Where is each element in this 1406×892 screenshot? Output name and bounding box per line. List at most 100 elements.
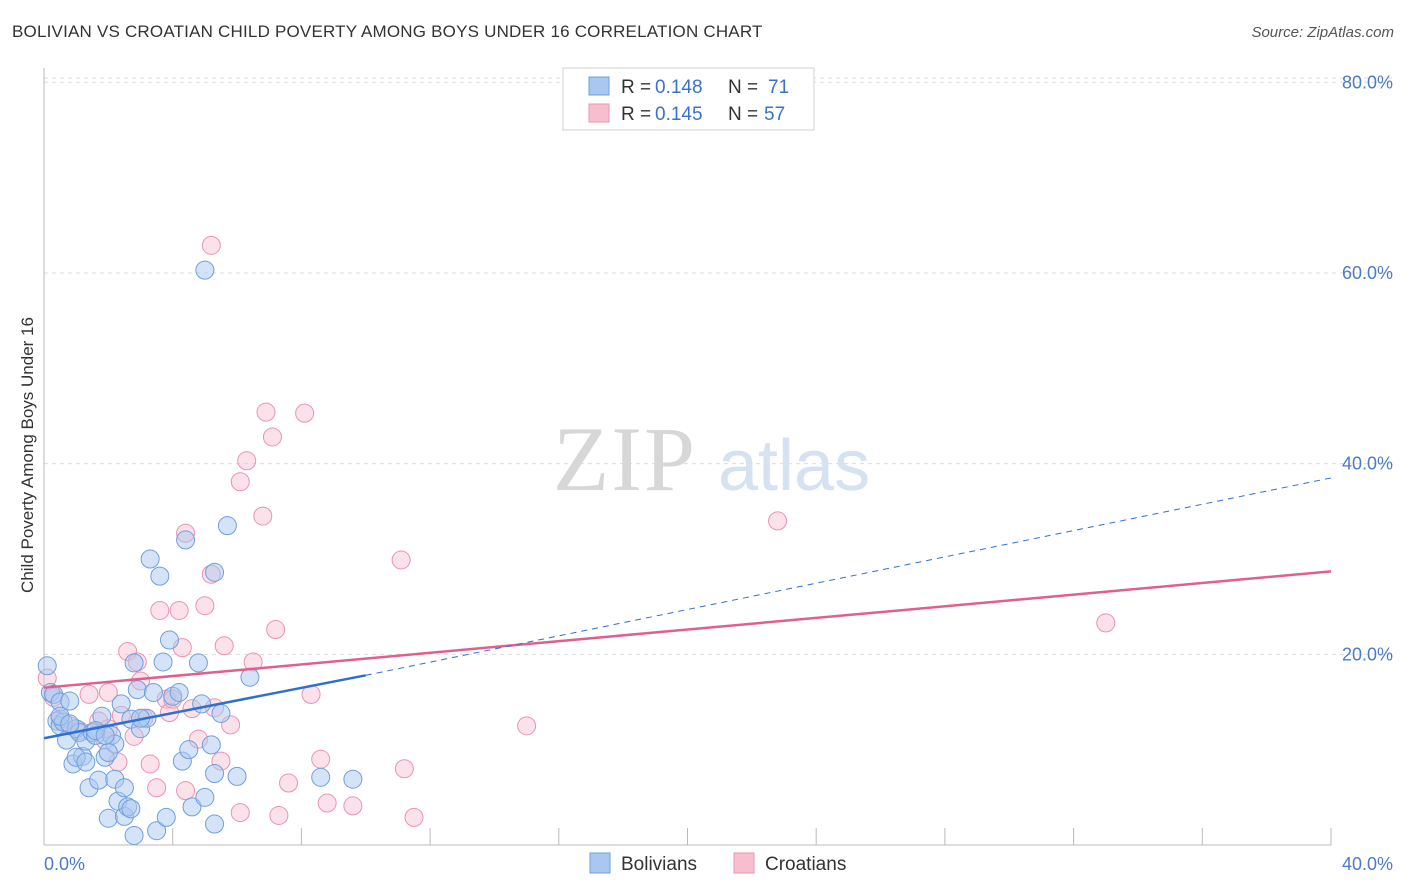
croatians-point-51 [404, 807, 424, 827]
bolivians-point-69 [169, 682, 189, 702]
bolivians-trend-line [43, 674, 366, 740]
croatians-point-43 [279, 773, 299, 793]
legend-n-value-1: 71 [768, 77, 789, 98]
croatians-point-46 [311, 749, 331, 769]
bolivians-point-26 [114, 778, 134, 798]
croatians-point-55 [230, 472, 250, 492]
croatians-point-30 [201, 235, 221, 255]
bolivians-point-54 [205, 814, 225, 834]
bolivians-point-52 [195, 260, 215, 280]
legend: R = 0.148 N = 71 R = 0.145 N = 57 [562, 67, 815, 131]
bottom-legend-bolivians: Bolivians [621, 854, 697, 875]
bolivians-point-57 [227, 766, 247, 786]
croatians-point-17 [147, 778, 167, 798]
croatians-point-56 [98, 682, 118, 702]
bolivians-point-32 [127, 680, 147, 700]
bolivians-point-20 [98, 808, 118, 828]
croatians-point-36 [237, 451, 257, 471]
bolivians-point-60 [343, 769, 363, 789]
bolivians-point-25 [111, 694, 131, 714]
croatians-point-28 [195, 596, 215, 616]
source-label: Source: ZipAtlas.com [1251, 24, 1394, 41]
grid-lines [44, 77, 1393, 655]
croatians-point-22 [169, 600, 189, 620]
bolivians-point-0 [37, 656, 57, 676]
bolivians-point-37 [147, 821, 167, 841]
croatians-point-44 [295, 403, 315, 423]
y-tick-label-1: 40.0% [1342, 454, 1393, 474]
croatians-point-49 [391, 550, 411, 570]
bolivians-trend-extension [365, 477, 1332, 676]
bolivians-point-39 [153, 652, 173, 672]
bolivians-point-36 [143, 682, 163, 702]
croatians-point-38 [256, 402, 276, 422]
croatians-point-41 [266, 620, 286, 640]
croatians-point-24 [176, 781, 196, 801]
croatians-point-53 [768, 511, 788, 531]
x-tick-label-max: 40.0% [1342, 854, 1393, 874]
croatians-point-5 [79, 684, 99, 704]
bolivians-point-41 [159, 630, 179, 650]
croatians-point-35 [230, 803, 250, 823]
x-tick-labels: 0.0% 40.0% [44, 854, 1393, 874]
bolivians-point-68 [95, 725, 115, 745]
bolivians-point-59 [311, 767, 331, 787]
croatians-point-42 [269, 805, 289, 825]
legend-r-label-1: R = [621, 77, 651, 98]
bolivians-point-46 [182, 797, 202, 817]
bolivians-point-49 [195, 787, 215, 807]
croatians-point-48 [343, 796, 363, 816]
y-tick-label-2: 60.0% [1342, 263, 1393, 283]
bolivians-point-40 [156, 807, 176, 827]
y-tick-labels: 20.0% 40.0% 60.0% 80.0% [1342, 72, 1393, 664]
y-tick-label-3: 80.0% [1342, 72, 1393, 92]
legend-n-label-1: N = [728, 77, 758, 98]
croatians-points [37, 235, 1116, 827]
bolivians-point-35 [140, 549, 160, 569]
bolivians-point-17 [89, 770, 109, 790]
croatians-point-33 [214, 636, 234, 656]
watermark: ZIP atlas [553, 408, 870, 510]
croatians-point-40 [262, 427, 282, 447]
croatians-point-18 [150, 600, 170, 620]
bolivians-point-56 [217, 516, 237, 536]
legend-swatch-croatians [588, 103, 610, 123]
croatians-point-47 [317, 793, 337, 813]
bolivians-point-31 [124, 653, 144, 673]
bolivians-point-64 [98, 743, 118, 763]
legend-swatch-bolivians [588, 76, 610, 96]
bottom-legend-croatians: Croatians [765, 854, 846, 875]
legend-n-value-2: 57 [764, 104, 785, 125]
bolivians-point-8 [60, 691, 80, 711]
bolivians-point-55 [205, 562, 225, 582]
watermark-atlas: atlas [718, 426, 870, 506]
bolivians-point-38 [150, 566, 170, 586]
bolivians-point-53 [201, 735, 221, 755]
bolivians-point-30 [124, 825, 144, 845]
croatians-point-39 [253, 506, 273, 526]
bolivians-point-45 [179, 740, 199, 760]
bolivians-point-66 [76, 752, 96, 772]
bolivians-point-65 [60, 714, 80, 734]
bolivians-point-50 [205, 763, 225, 783]
croatians-trend-line [43, 570, 1332, 689]
legend-n-label-2: N = [728, 104, 758, 125]
bottom-legend-swatch-bolivians [589, 852, 611, 874]
bolivians-point-47 [188, 653, 208, 673]
bottom-legend-swatch-croatians [733, 852, 755, 874]
x-tick-label-min: 0.0% [44, 854, 85, 874]
trend-lines [43, 477, 1332, 740]
croatians-point-52 [517, 716, 537, 736]
legend-r-label-2: R = [621, 104, 651, 125]
bolivians-point-44 [176, 530, 196, 550]
chart-title: BOLIVIAN VS CROATIAN CHILD POVERTY AMONG… [12, 22, 763, 41]
croatians-point-54 [1096, 613, 1116, 633]
legend-r-value-2: 0.145 [655, 104, 703, 125]
legend-r-value-1: 0.148 [655, 77, 703, 98]
watermark-zip: ZIP [553, 408, 697, 510]
bolivians-point-51 [211, 703, 231, 723]
croatians-point-50 [394, 759, 414, 779]
y-tick-label-0: 20.0% [1342, 644, 1393, 664]
axes [43, 68, 1332, 846]
